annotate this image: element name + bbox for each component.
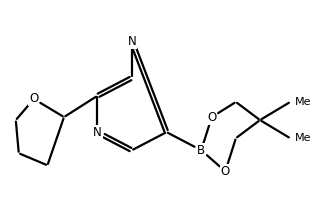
Text: N: N	[128, 35, 136, 48]
Text: Me: Me	[295, 133, 311, 143]
Text: O: O	[207, 110, 216, 123]
Text: O: O	[221, 165, 230, 178]
Text: Me: Me	[295, 97, 311, 107]
Text: B: B	[197, 144, 205, 157]
Text: N: N	[93, 126, 101, 139]
Text: O: O	[29, 92, 38, 105]
